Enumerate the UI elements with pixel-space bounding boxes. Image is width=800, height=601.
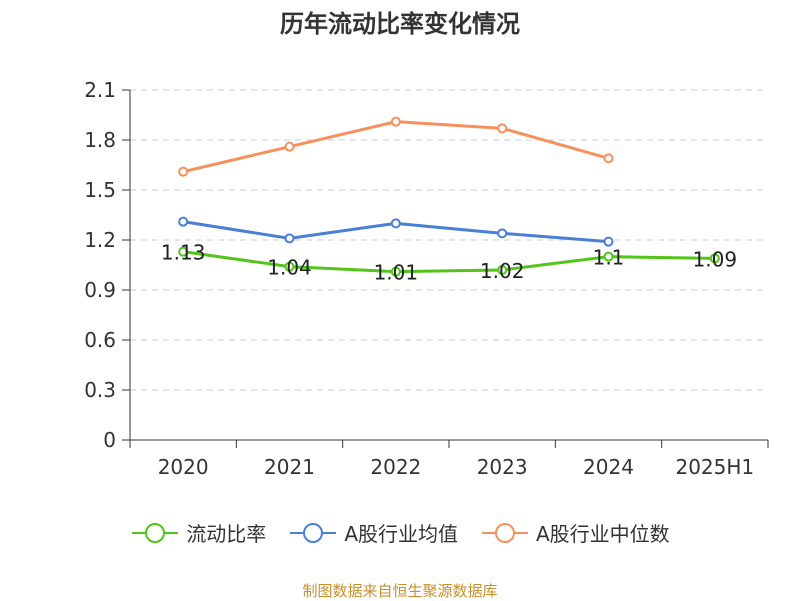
x-tick-label: 2020: [158, 455, 209, 479]
x-tick-label: 2025H1: [675, 455, 754, 479]
series-line-0: [182, 250, 715, 274]
data-point-series-0: [284, 261, 295, 272]
data-point-series-0: [603, 251, 614, 262]
y-tick-label: 2.1: [84, 78, 116, 102]
data-label: 1.1: [593, 246, 625, 270]
x-tick-label: 2021: [264, 455, 315, 479]
data-point-series-0: [390, 266, 401, 277]
data-point-series-2: [497, 123, 508, 134]
data-label: 1.01: [374, 261, 419, 285]
legend-label-industry-mean: A股行业均值: [344, 522, 458, 546]
data-point-series-1: [390, 218, 401, 229]
series-line-2: [182, 120, 609, 174]
legend-symbol-current-ratio-icon: [132, 522, 179, 543]
y-tick-label: 0.6: [84, 328, 116, 352]
data-point-series-1: [178, 216, 189, 227]
data-label: 1.09: [693, 247, 738, 271]
data-point-series-2: [390, 116, 401, 127]
legend-item-industry-mean[interactable]: A股行业均值: [288, 518, 458, 547]
x-tick-label: 2023: [477, 455, 528, 479]
x-tick-label: 2024: [583, 455, 634, 479]
y-tick-label: 1.2: [84, 228, 116, 252]
data-point-series-0: [497, 265, 508, 275]
legend-label-current-ratio: 流动比率: [186, 522, 267, 546]
data-point-series-2: [178, 166, 189, 177]
y-tick-label: 0: [103, 428, 116, 452]
data-point-series-2: [603, 153, 614, 164]
x-tick-label: 2022: [370, 455, 421, 479]
legend-item-current-ratio[interactable]: 流动比率: [130, 518, 266, 547]
y-tick-label: 1.5: [84, 178, 116, 202]
legend-label-industry-median: A股行业中位数: [536, 522, 670, 546]
legend-symbol-industry-median-icon: [482, 522, 528, 543]
data-label: 1.02: [480, 259, 525, 283]
chart-title: 历年流动比率变化情况: [280, 10, 520, 38]
data-point-series-0: [178, 246, 189, 257]
data-point-series-0: [709, 253, 720, 264]
y-tick-label: 1.8: [84, 128, 116, 152]
y-tick-label: 0.3: [84, 378, 116, 402]
data-point-series-1: [284, 233, 295, 244]
legend: 流动比率 A股行业均值 A股行业中位数: [0, 518, 800, 547]
legend-symbol-industry-mean-icon: [290, 522, 337, 543]
y-tick-label: 0.9: [84, 278, 116, 302]
data-label: 1.04: [267, 256, 312, 280]
data-point-series-1: [497, 228, 508, 239]
data-point-series-1: [603, 236, 614, 247]
data-label: 1.13: [161, 241, 206, 265]
source-footer: 制图数据来自恒生聚源数据库: [302, 582, 498, 600]
legend-item-industry-median[interactable]: A股行业中位数: [480, 518, 670, 547]
data-point-series-2: [284, 141, 295, 152]
